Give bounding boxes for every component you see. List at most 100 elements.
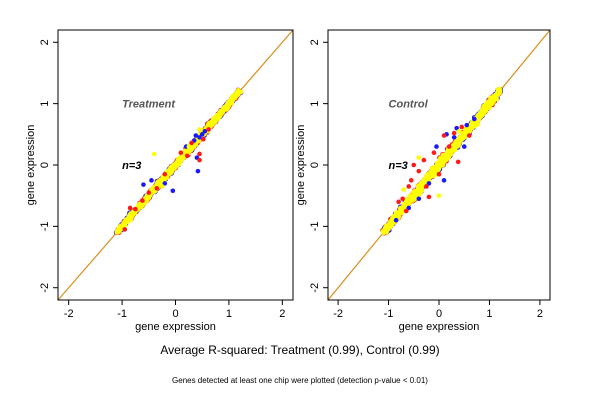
- cloud-point: [223, 105, 228, 111]
- data-point: [162, 181, 168, 186]
- cloud-point: [424, 176, 429, 182]
- cloud-point: [418, 183, 423, 188]
- cloud-point: [448, 148, 454, 154]
- x-tick-label: -1: [384, 308, 394, 320]
- data-point: [461, 144, 467, 149]
- cloud-point: [406, 196, 411, 201]
- cloud-point: [128, 215, 134, 221]
- point-cloud: [380, 86, 504, 236]
- y-tick-label: -2: [39, 283, 51, 293]
- data-point: [424, 184, 429, 189]
- cloud-point: [381, 230, 387, 235]
- cloud-point: [442, 158, 447, 163]
- cloud-point: [472, 123, 478, 129]
- data-point: [133, 206, 138, 212]
- data-point: [146, 190, 152, 195]
- series-1: [393, 116, 477, 223]
- cloud-point: [216, 114, 221, 119]
- y-tick-label: 0: [39, 162, 51, 168]
- x-tick-label: 1: [486, 308, 492, 320]
- data-point: [459, 124, 465, 130]
- data-point: [199, 132, 205, 137]
- x-tick-label: 0: [436, 308, 442, 320]
- data-point: [446, 144, 452, 149]
- cloud-point: [476, 115, 482, 120]
- data-point: [195, 168, 201, 174]
- cloud-point: [131, 211, 136, 217]
- x-tick-label: -2: [64, 308, 74, 320]
- series-2: [396, 124, 472, 214]
- x-axis-label: gene expression: [399, 321, 480, 333]
- cloud-point: [438, 162, 443, 167]
- data-point: [184, 153, 190, 159]
- data-point: [408, 178, 414, 183]
- cloud-point: [486, 103, 492, 108]
- cloud-point: [400, 206, 405, 212]
- data-point: [441, 133, 447, 138]
- cloud-point: [226, 101, 231, 107]
- cloud-point: [440, 152, 446, 158]
- data-point: [436, 171, 442, 177]
- data-point: [403, 208, 409, 214]
- cloud-point: [117, 228, 122, 233]
- x-tick-label: 1: [226, 308, 232, 320]
- data-point: [154, 186, 160, 191]
- data-point: [454, 125, 459, 131]
- x-tick-label: 2: [279, 308, 285, 320]
- data-point: [197, 135, 202, 140]
- y-tick-label: 2: [39, 39, 51, 45]
- data-point: [140, 198, 145, 203]
- cloud-point: [401, 202, 406, 208]
- cloud-point: [462, 130, 468, 135]
- x-tick-label: 2: [537, 308, 543, 320]
- data-point: [436, 193, 442, 198]
- y-tick-label: 2: [309, 39, 321, 45]
- y-tick-label: 0: [309, 162, 321, 168]
- data-point: [170, 188, 176, 194]
- cloud-point: [157, 179, 163, 184]
- x-tick-label: -2: [333, 308, 343, 320]
- data-point: [451, 130, 457, 136]
- cloud-point: [140, 202, 146, 207]
- data-point: [151, 151, 157, 157]
- cloud-point: [232, 95, 238, 101]
- data-point: [466, 133, 472, 138]
- data-point: [122, 227, 128, 232]
- cloud-point: [394, 212, 399, 218]
- cloud-point: [220, 109, 226, 114]
- x-axis-label: gene expression: [135, 321, 216, 333]
- panel-title: Control: [389, 99, 429, 111]
- cloud-point: [435, 167, 441, 172]
- data-point: [197, 157, 202, 163]
- cloud-point: [214, 117, 219, 122]
- cloud-point: [444, 151, 450, 156]
- panel-title: Treatment: [122, 99, 176, 111]
- cloud-point: [456, 142, 461, 147]
- x-tick-label: -1: [117, 308, 127, 320]
- data-point: [416, 168, 422, 174]
- y-tick-label: 1: [309, 101, 321, 107]
- data-point: [202, 128, 208, 134]
- data-point: [464, 122, 470, 128]
- y-axis-label: gene expression: [25, 125, 37, 206]
- data-point: [197, 127, 202, 132]
- cloud-point: [458, 137, 463, 142]
- cloud-point: [181, 153, 186, 159]
- cloud-point: [162, 176, 167, 182]
- cloud-point: [411, 194, 416, 199]
- scatter-panel-2: -2 -1 0 1 2 -2 -1 0 1 2 gene expression gene expres…: [295, 29, 551, 333]
- data-point: [178, 150, 184, 156]
- data-point: [162, 171, 168, 177]
- data-point: [472, 116, 477, 122]
- data-point: [455, 159, 461, 165]
- cloud-point: [166, 172, 171, 177]
- data-point: [127, 205, 133, 211]
- detection-footnote: Genes detected at least one chip were pl…: [172, 376, 428, 385]
- data-point: [451, 135, 457, 140]
- data-point: [401, 187, 406, 192]
- data-point: [159, 184, 165, 189]
- data-point: [426, 194, 432, 200]
- data-point: [396, 199, 401, 205]
- data-point: [441, 178, 447, 183]
